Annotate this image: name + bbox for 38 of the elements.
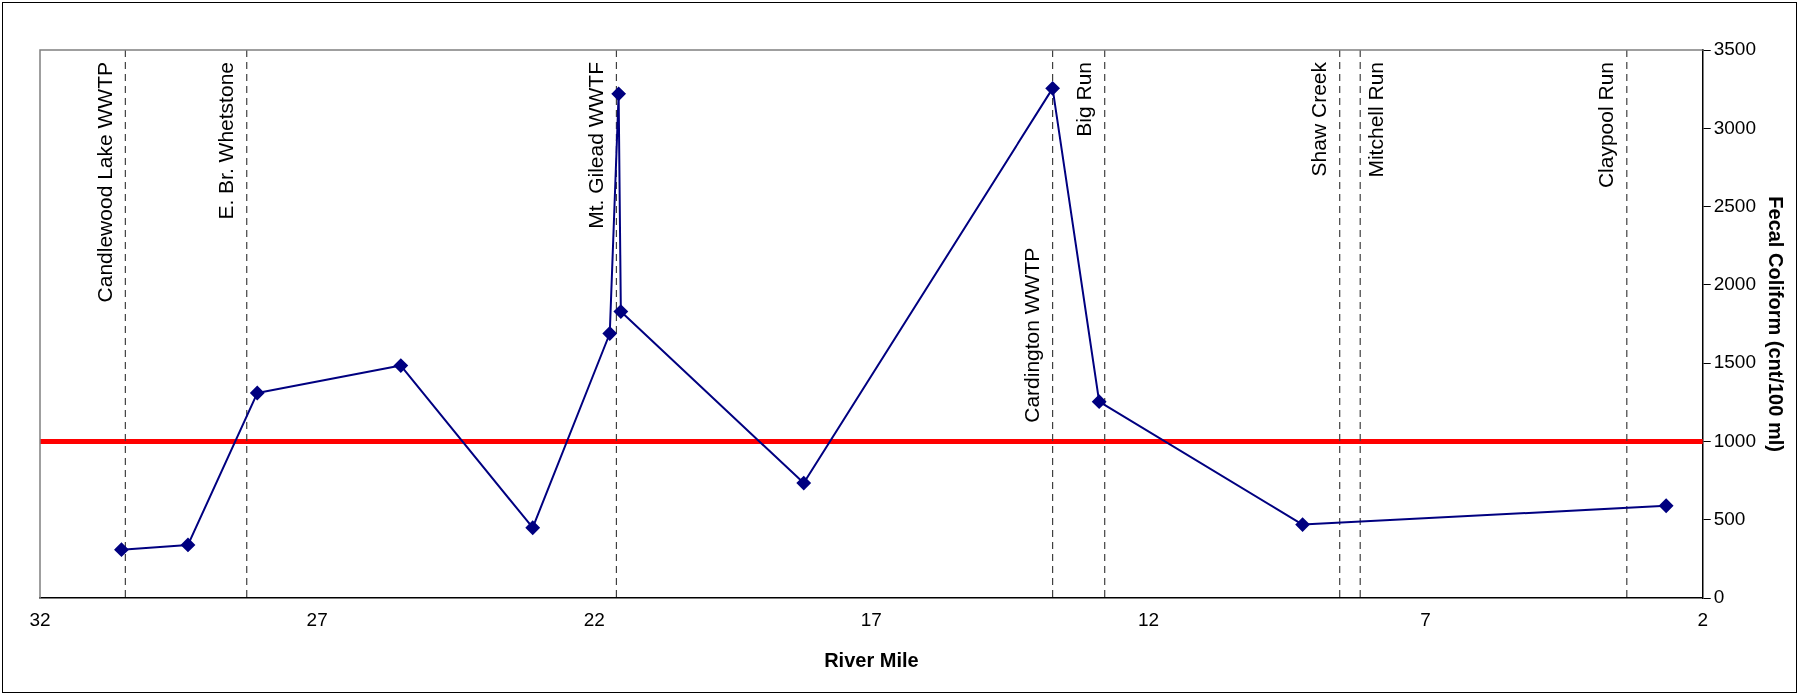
point [1045, 81, 1060, 96]
y-tick-label: 2500 [1713, 194, 1757, 216]
x-tick-label: 12 [1137, 608, 1160, 630]
point [611, 86, 626, 101]
point [525, 520, 540, 535]
y-axis-title: Fecal Coliform (cnt/100 ml) [1765, 196, 1788, 452]
ref-line-label: Cardington WWTP [1019, 247, 1043, 423]
point [1295, 517, 1310, 532]
ref-line-label: Shaw Creek [1307, 61, 1330, 177]
x-tick-label: 27 [306, 608, 328, 630]
point [114, 542, 129, 557]
y-tick-label: 2000 [1713, 273, 1757, 295]
point [613, 304, 628, 319]
point [1659, 498, 1674, 513]
point [180, 537, 195, 552]
y-tick-label: 1000 [1713, 429, 1757, 451]
x-axis-title: River Mile [824, 648, 919, 671]
x-tick-label: 32 [29, 608, 51, 630]
point [250, 386, 265, 401]
ref-line-label: Candlewood Lake WWTP [92, 62, 116, 303]
y-tick-label: 3500 [1713, 38, 1757, 60]
x-tick-label: 22 [583, 608, 605, 630]
ref-line-label: Mitchell Run [1363, 62, 1387, 178]
point [602, 326, 617, 341]
point [393, 358, 408, 373]
ref-line-label: Big Run [1072, 62, 1095, 137]
y-tick-label: 0 [1713, 586, 1725, 608]
ref-line-label: E. Br. Whetstone [214, 62, 238, 220]
ref-line-label: Mt. Gilead WWTF [583, 62, 607, 229]
x-tick-label: 7 [1420, 608, 1431, 630]
y-tick-label: 1500 [1713, 351, 1757, 373]
y-tick-label: 500 [1713, 508, 1746, 530]
x-tick-label: 2 [1697, 608, 1709, 630]
x-tick-label: 17 [860, 608, 882, 630]
point [1092, 394, 1107, 409]
point [796, 476, 811, 491]
y-tick-label: 3000 [1713, 116, 1757, 138]
ref-line-label: Claypool Run [1594, 62, 1618, 189]
